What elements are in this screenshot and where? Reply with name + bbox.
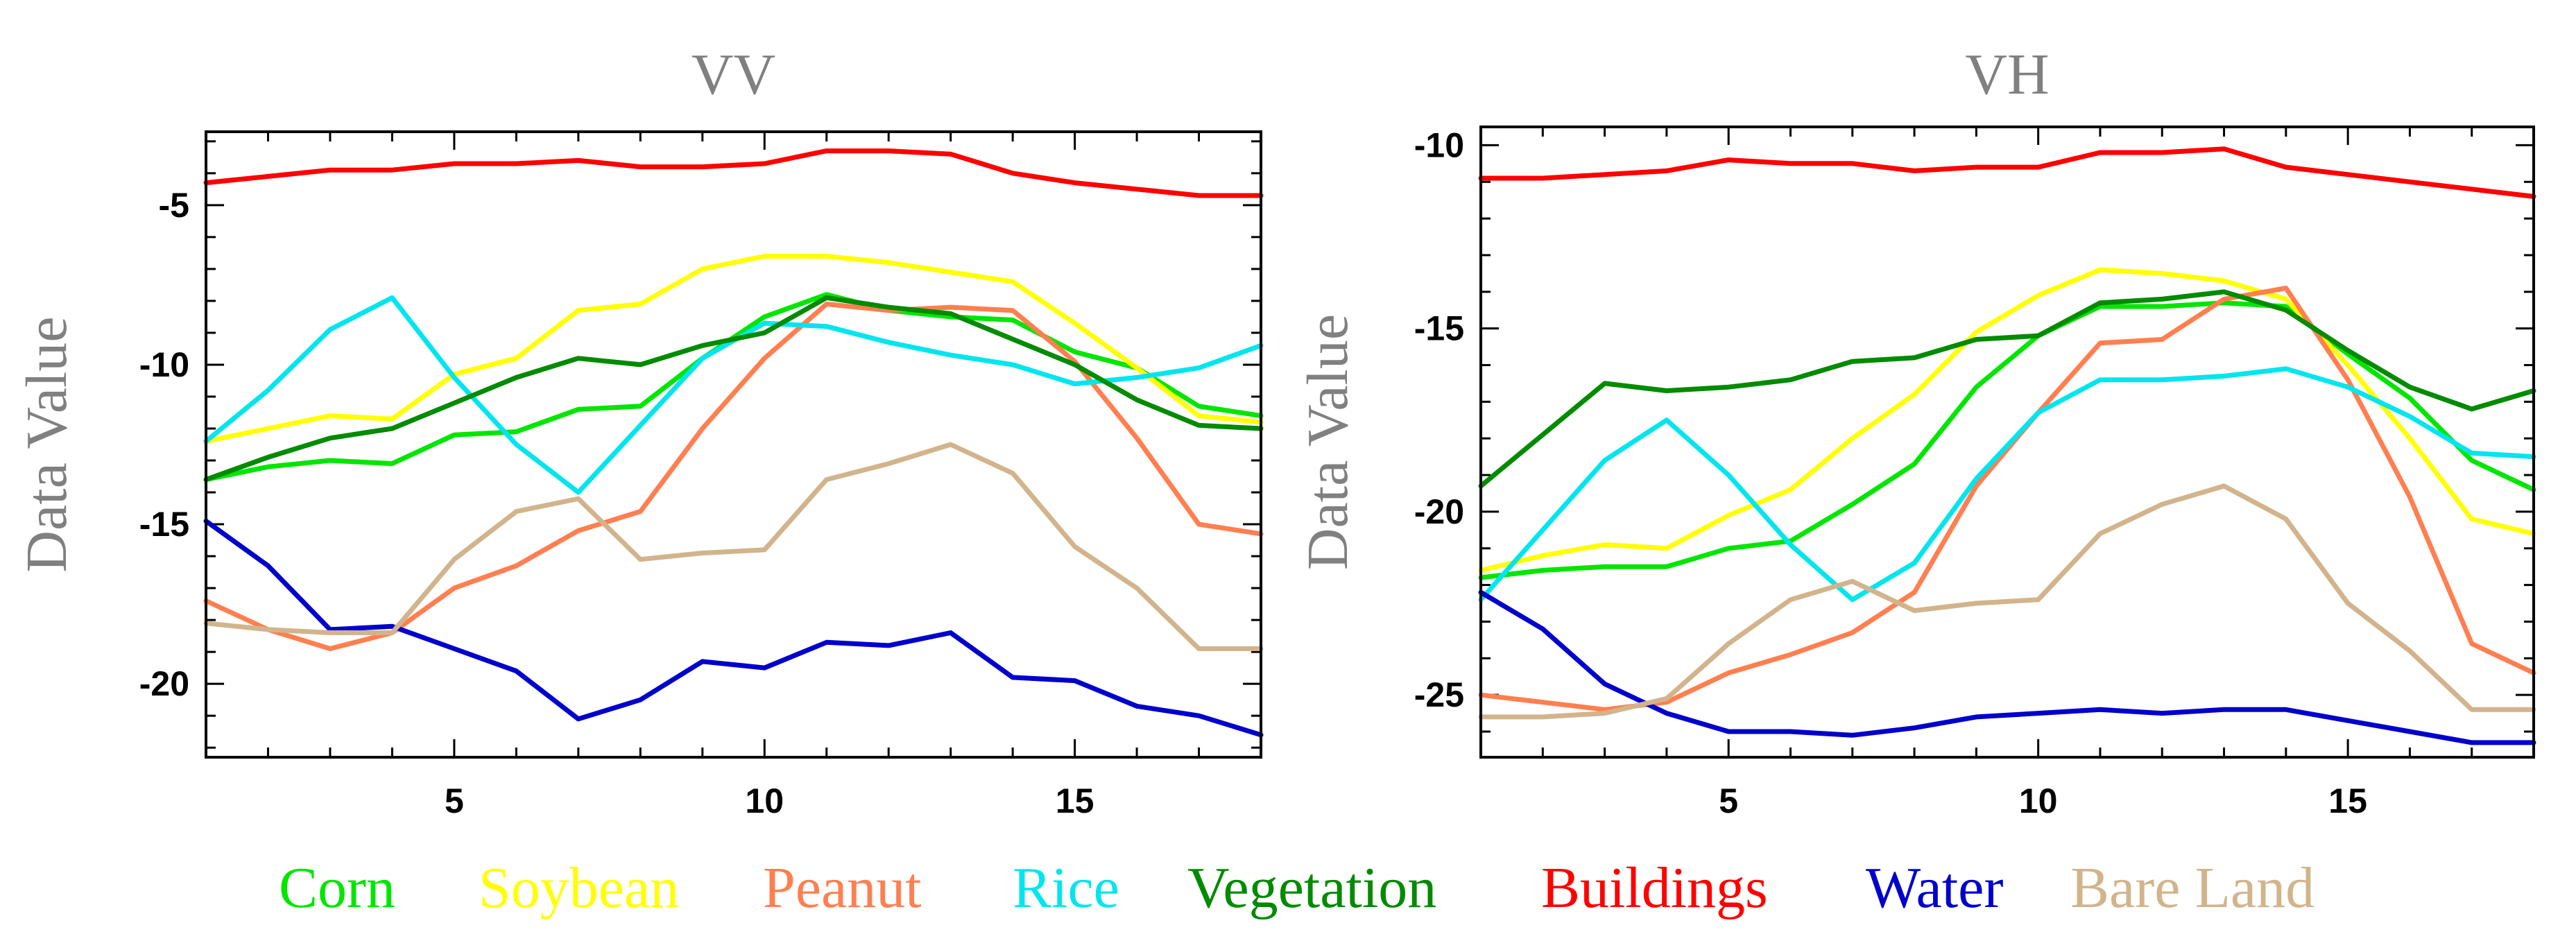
legend-item-vegetation: Vegetation: [1187, 856, 1436, 920]
series-line-soybean: [203, 254, 1264, 444]
legend-item-bare-land: Bare Land: [2070, 856, 2315, 920]
series-line-water: [203, 518, 1264, 738]
legend-item-water: Water: [1866, 856, 2003, 920]
series-line-peanut: [1478, 286, 2536, 712]
y-tick-label: -15: [139, 505, 189, 544]
series-line-corn: [1478, 300, 2536, 580]
series-line-buildings: [203, 148, 1264, 198]
y-tick-label: -15: [1414, 309, 1464, 348]
series-line-peanut: [203, 302, 1264, 651]
y-tick-label: -20: [139, 664, 189, 703]
legend-item-buildings: Buildings: [1541, 856, 1768, 920]
plot-frame: [205, 130, 1262, 759]
y-tick-label: -10: [1414, 126, 1464, 164]
series-line-water: [1478, 589, 2536, 745]
plot-frame: [1479, 126, 2535, 759]
chart-title: VH: [1965, 42, 2049, 107]
series-line-vegetation: [1478, 289, 2536, 489]
x-tick-label: 5: [445, 781, 464, 820]
legend: Corn Soybean Peanut Rice Vegetation Buildings…: [279, 856, 2315, 920]
series-line-bare-land: [1478, 483, 2536, 720]
series-line-bare-land: [203, 442, 1264, 651]
x-tick-label: 5: [1719, 781, 1738, 820]
x-tick-label: 15: [2328, 781, 2367, 820]
legend-item-soybean: Soybean: [479, 856, 679, 920]
y-tick-label: -25: [1414, 675, 1464, 714]
legend-item-rice: Rice: [1013, 856, 1119, 920]
y-tick-label: -20: [1414, 492, 1464, 531]
series-line-vegetation: [203, 295, 1264, 483]
chart-vh: VH Data Value 5 10 15 -10 -15 -20 -25: [1296, 42, 2536, 820]
series-line-soybean: [1478, 267, 2536, 573]
y-tick-label: -5: [159, 186, 189, 225]
series-line-rice: [1478, 366, 2536, 603]
y-axis-label: Data Value: [1296, 314, 1360, 570]
chart-vv: VV Data Value 5 10 15 -5 -10 -15 -20: [15, 42, 1264, 820]
x-tick-label: 10: [745, 781, 784, 820]
legend-item-corn: Corn: [279, 856, 395, 920]
legend-item-peanut: Peanut: [763, 856, 922, 920]
chart-title: VV: [692, 42, 775, 107]
series-line-buildings: [1478, 146, 2536, 199]
series-line-corn: [203, 292, 1264, 483]
y-axis-label: Data Value: [15, 316, 79, 572]
x-tick-label: 10: [2019, 781, 2058, 820]
x-tick-label: 15: [1056, 781, 1094, 820]
y-tick-label: -10: [139, 345, 189, 384]
